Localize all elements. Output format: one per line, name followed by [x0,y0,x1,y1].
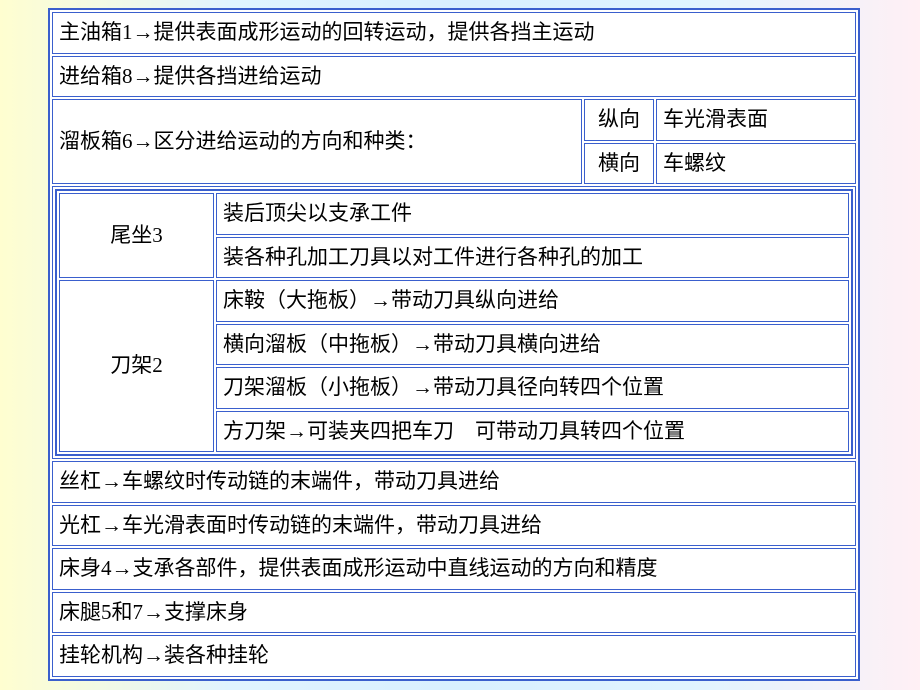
toolpost-4a: 方刀架→可装夹四 [223,419,391,443]
row-legs: 床腿5和7→支撑床身 [52,592,856,634]
toolpost-line-3: 刀架溜板（小拖板）→带动刀具径向转四个位置 [216,367,849,409]
lathe-components-table: 主油箱1→提供表面成形运动的回转运动，提供各挡主运动 进给箱8→提供各挡进给运动… [48,8,860,681]
row-apron-box: 溜板箱6→区分进给运动的方向和种类： [52,99,582,184]
toolpost-head: 刀架2 [59,280,214,452]
row-feed-box: 进给箱8→提供各挡进给运动 [52,56,856,98]
nested-container: 尾坐3 装后顶尖以支承工件 装各种孔加工刀具以对工件进行各种孔的加工 刀架2 床… [52,186,856,459]
toolpost-4mid: 把车刀 [391,420,454,443]
cell-transverse: 横向 [584,143,654,185]
cell-thread: 车螺纹 [656,143,856,185]
toolpost-line-2: 横向溜板（中拖板）→带动刀具横向进给 [216,324,849,366]
tailstock-line-2: 装各种孔加工刀具以对工件进行各种孔的加工 [216,237,849,279]
inner-table: 尾坐3 装后顶尖以支承工件 装各种孔加工刀具以对工件进行各种孔的加工 刀架2 床… [55,189,853,456]
tailstock-head: 尾坐3 [59,193,214,278]
toolpost-line-1: 床鞍（大拖板）→带动刀具纵向进给 [216,280,849,322]
row-main-oil-tank: 主油箱1→提供表面成形运动的回转运动，提供各挡主运动 [52,12,856,54]
toolpost-line-4: 方刀架→可装夹四把车刀 可带动刀具转四个位置 [216,411,849,453]
toolpost-4b: 可带动刀具转四个位置 [454,419,685,443]
cell-longitudinal: 纵向 [584,99,654,141]
row-feedrod: 光杠→车光滑表面时传动链的末端件，带动刀具进给 [52,505,856,547]
row-leadscrew: 丝杠→车螺纹时传动链的末端件，带动刀具进给 [52,461,856,503]
cell-smooth-surface: 车光滑表面 [656,99,856,141]
tailstock-line-1: 装后顶尖以支承工件 [216,193,849,235]
row-bed: 床身4→支承各部件，提供表面成形运动中直线运动的方向和精度 [52,548,856,590]
row-changegear: 挂轮机构→装各种挂轮 [52,635,856,677]
